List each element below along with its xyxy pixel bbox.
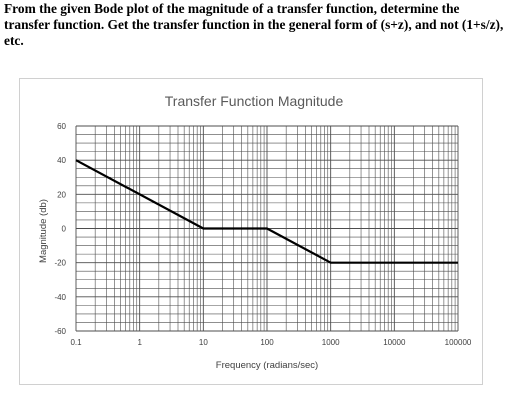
y-tick-label: 60 — [57, 122, 66, 131]
question-text: From the given Bode plot of the magnitud… — [4, 1, 504, 48]
y-tick-label: -60 — [54, 327, 66, 336]
x-axis-label: Frequency (radians/sec) — [216, 360, 318, 371]
tick-labels: 0.1 1 10 100 1000 10000 100000 60 40 20 0 -20 -40 -60 — [54, 122, 471, 347]
x-tick-label: 100 — [260, 338, 274, 347]
series-line — [75, 159, 458, 264]
x-tick-label: 1 — [137, 338, 142, 347]
x-tick-label: 10 — [199, 338, 208, 347]
y-tick-label: 40 — [57, 156, 66, 165]
series-layer — [75, 159, 458, 264]
chart-frame: Transfer Function Magnitude 0.1 1 10 100 100… — [19, 78, 483, 385]
y-tick-label: -40 — [54, 293, 66, 302]
x-tick-label: 100000 — [445, 338, 472, 347]
y-axis-label: Magnitude (db) — [38, 199, 49, 263]
bode-magnitude-chart: Transfer Function Magnitude 0.1 1 10 100 100… — [38, 93, 472, 371]
x-tick-label: 1000 — [322, 338, 340, 347]
x-tick-label: 10000 — [383, 338, 406, 347]
x-tick-label: 0.1 — [70, 338, 82, 347]
grid — [75, 125, 459, 332]
y-tick-label: 0 — [62, 225, 67, 234]
y-tick-label: -20 — [54, 259, 66, 268]
chart-title: Transfer Function Magnitude — [165, 93, 344, 109]
y-tick-label: 20 — [57, 190, 66, 199]
